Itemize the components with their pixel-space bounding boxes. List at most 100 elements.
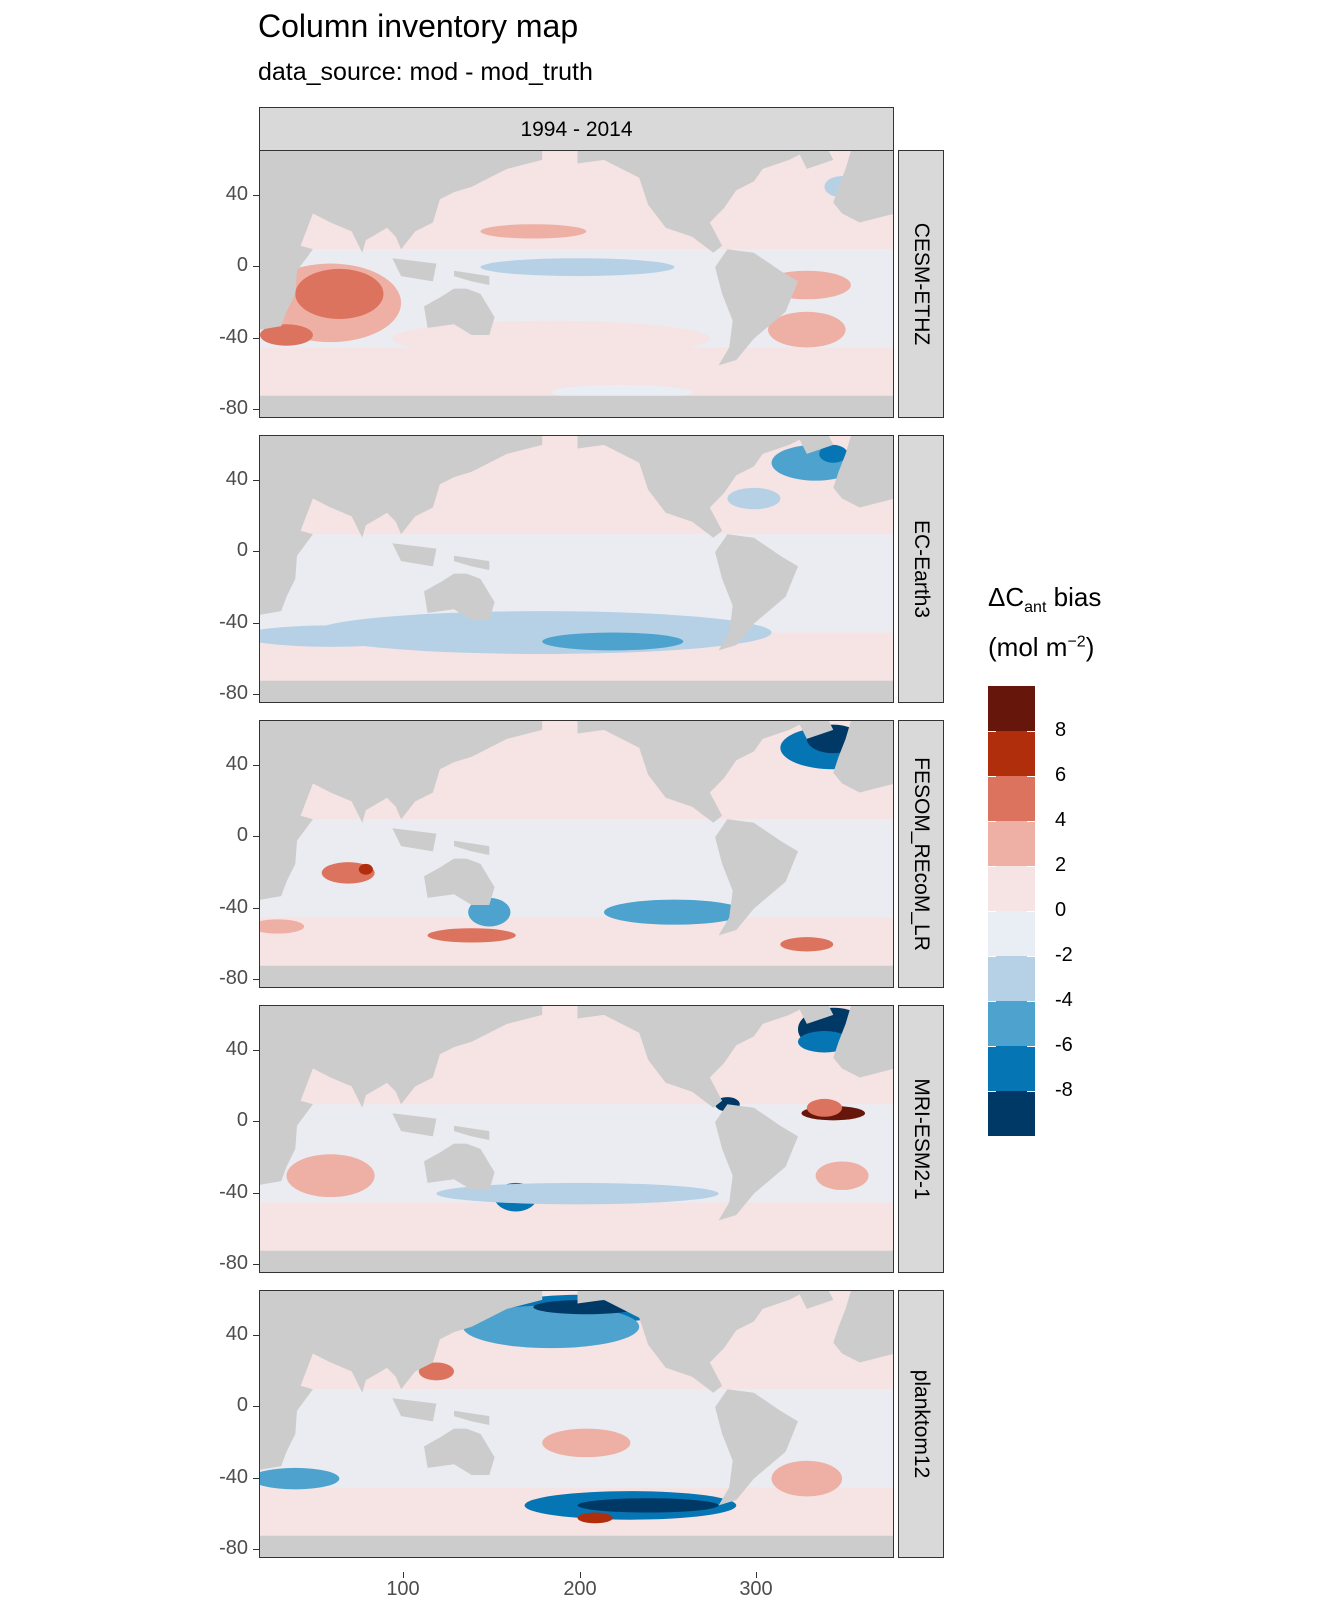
land-mask: [715, 249, 798, 366]
legend-label: 8: [1055, 719, 1067, 741]
y-tick-label: 40: [225, 1037, 248, 1060]
legend-tick: [1027, 1001, 1035, 1002]
legend-tick: [1027, 911, 1035, 912]
land-mask: [392, 1398, 437, 1422]
land-mask: [424, 858, 495, 905]
y-tick-label: -80: [219, 682, 248, 705]
legend-tick: [1027, 776, 1035, 777]
land-mask: [454, 555, 490, 570]
y-tick-label: -80: [219, 1252, 248, 1275]
legend-label: 2: [1055, 854, 1067, 876]
land-mask: [260, 1535, 893, 1557]
y-tick-mark: [253, 479, 259, 481]
bias-region: [462, 1305, 640, 1349]
y-tick-mark: [253, 551, 259, 553]
y-tick-mark: [253, 694, 259, 696]
land-mask: [260, 965, 893, 987]
y-tick-mark: [253, 836, 259, 838]
legend-tick: [988, 866, 996, 867]
bias-region: [577, 1498, 719, 1513]
land-mask: [577, 436, 807, 538]
legend-tick: [988, 776, 996, 777]
y-tick-label: 0: [236, 1394, 248, 1417]
land-mask: [798, 436, 834, 454]
legend-color-key: [988, 1001, 1035, 1046]
bias-region: [551, 385, 693, 400]
bias-region: [358, 863, 373, 875]
land-mask: [798, 1006, 834, 1024]
y-tick-mark: [253, 337, 259, 339]
facet-row-strip: MRI-ESM2-1: [898, 1005, 944, 1273]
y-tick-label: -80: [219, 397, 248, 420]
land-mask: [260, 1291, 543, 1470]
legend-color-key: [988, 686, 1035, 731]
land-mask: [260, 721, 543, 900]
land-mask: [260, 680, 893, 702]
chart-subtitle: data_source: mod - mod_truth: [258, 58, 593, 86]
legend-tick: [988, 911, 996, 912]
map-panel: [259, 435, 894, 703]
bias-region: [286, 1154, 375, 1198]
y-tick-label: 0: [236, 254, 248, 277]
bias-region: [427, 928, 516, 943]
land-mask: [798, 721, 834, 739]
x-tick-label: 100: [386, 1578, 420, 1600]
y-tick-mark: [253, 1192, 259, 1194]
bias-region: [418, 1362, 455, 1381]
legend-label: -2: [1055, 944, 1073, 966]
bias-region: [480, 224, 587, 239]
land-mask: [577, 1291, 807, 1393]
legend-tick: [1027, 956, 1035, 957]
y-tick-mark: [253, 1264, 259, 1266]
y-tick-label: 0: [236, 539, 248, 562]
facet-row-strip: FESOM_REcoM_LR: [898, 720, 944, 988]
y-tick-mark: [253, 409, 259, 411]
bias-region: [806, 1098, 843, 1117]
land-mask: [424, 288, 495, 335]
map-panel: [259, 1005, 894, 1273]
y-tick-label: -80: [219, 1537, 248, 1560]
y-tick-mark: [253, 1477, 259, 1479]
bias-region: [260, 324, 313, 346]
y-tick-label: -40: [219, 895, 248, 918]
legend-tick: [1027, 1091, 1035, 1092]
bias-region: [819, 444, 848, 463]
legend-label: -4: [1055, 989, 1073, 1011]
land-mask: [833, 151, 893, 223]
legend-color-key: [988, 911, 1035, 956]
bias-region: [603, 899, 746, 925]
bias-region: [815, 1161, 869, 1191]
y-tick-mark: [253, 622, 259, 624]
legend-color-key: [988, 776, 1035, 821]
land-mask: [833, 436, 893, 508]
land-mask: [392, 828, 437, 852]
land-mask: [577, 1006, 807, 1108]
land-mask: [260, 395, 893, 417]
y-tick-mark: [253, 266, 259, 268]
y-tick-mark: [253, 979, 259, 981]
land-mask: [424, 573, 495, 620]
legend-label: 4: [1055, 809, 1067, 831]
legend-color-key: [988, 956, 1035, 1001]
facet-row-strip: EC-Earth3: [898, 435, 944, 703]
y-tick-label: 40: [225, 182, 248, 205]
land-mask: [260, 151, 543, 330]
facet-row-label: MRI-ESM2-1: [910, 1078, 933, 1200]
y-tick-label: -40: [219, 1465, 248, 1488]
y-tick-mark: [253, 1406, 259, 1408]
legend-tick: [988, 731, 996, 732]
facet-row-label: EC-Earth3: [910, 519, 933, 619]
land-mask: [424, 1143, 495, 1190]
bias-region: [295, 268, 384, 319]
legend-tick: [988, 1001, 996, 1002]
y-tick-label: -80: [219, 967, 248, 990]
facet-row-label: CESM-ETHZ: [910, 222, 933, 346]
y-tick-label: -40: [219, 610, 248, 633]
land-mask: [577, 151, 807, 253]
x-tick-mark: [403, 1572, 404, 1578]
map-panel: [259, 720, 894, 988]
legend-title: ΔCant bias: [988, 582, 1102, 617]
land-mask: [798, 151, 834, 169]
bias-region: [768, 311, 846, 348]
y-tick-label: 40: [225, 1322, 248, 1345]
